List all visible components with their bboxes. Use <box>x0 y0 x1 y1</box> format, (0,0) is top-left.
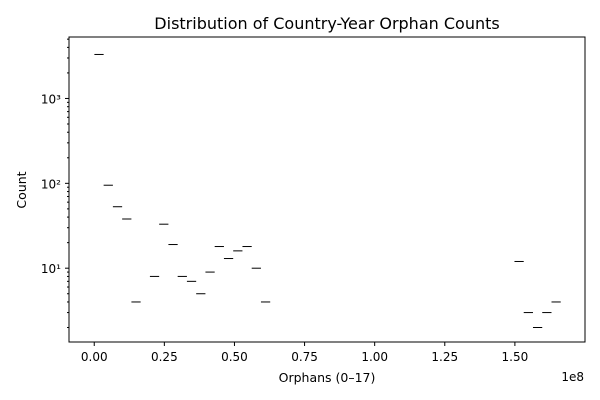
y-axis-label: Count <box>14 171 29 208</box>
x-tick-label: 1.00 <box>361 350 388 364</box>
x-axis-label: Orphans (0–17) <box>279 370 376 385</box>
y-tick-label: 10² <box>41 177 61 191</box>
x-tick-label: 0.75 <box>291 350 318 364</box>
x-tick-label: 0.25 <box>151 350 178 364</box>
y-tick-label: 10³ <box>41 92 61 106</box>
y-axis-ticks: 10¹ 10² 10³ <box>41 38 69 329</box>
plot-frame <box>68 36 586 343</box>
bins-layer <box>94 53 561 329</box>
x-axis-ticks: 0.00 0.25 0.50 0.75 1.00 1.25 1.50 <box>81 342 528 364</box>
x-tick-label: 0.00 <box>81 350 108 364</box>
x-tick-label: 0.50 <box>221 350 248 364</box>
chart-title: Distribution of Country-Year Orphan Coun… <box>154 14 499 33</box>
x-axis-offset-label: 1e8 <box>561 370 584 384</box>
x-tick-label: 1.25 <box>431 350 458 364</box>
x-tick-label: 1.50 <box>502 350 529 364</box>
y-tick-label: 10¹ <box>41 262 61 276</box>
